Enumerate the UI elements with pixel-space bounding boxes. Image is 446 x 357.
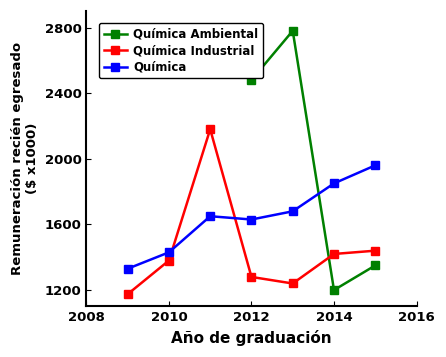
Química Ambiental bbox=[290, 29, 295, 33]
Line: Química: Química bbox=[124, 161, 380, 273]
Química bbox=[207, 214, 213, 218]
Legend: Química Ambiental, Química Industrial, Química: Química Ambiental, Química Industrial, Q… bbox=[99, 23, 263, 79]
Química bbox=[249, 217, 254, 222]
Química Industrial bbox=[290, 281, 295, 286]
Química bbox=[372, 163, 378, 167]
Química Ambiental bbox=[331, 288, 337, 292]
Química Industrial bbox=[249, 275, 254, 279]
X-axis label: Año de graduación: Año de graduación bbox=[171, 330, 332, 346]
Química Industrial bbox=[207, 127, 213, 131]
Line: Química Industrial: Química Industrial bbox=[124, 125, 380, 298]
Química Industrial bbox=[166, 258, 172, 263]
Line: Química Ambiental: Química Ambiental bbox=[247, 27, 380, 294]
Química Ambiental bbox=[372, 263, 378, 268]
Química bbox=[290, 209, 295, 213]
Química bbox=[331, 181, 337, 186]
Química Industrial bbox=[372, 248, 378, 253]
Química bbox=[125, 267, 130, 271]
Y-axis label: Remuneración recién egresado
($ x1000): Remuneración recién egresado ($ x1000) bbox=[11, 42, 39, 275]
Química bbox=[166, 250, 172, 255]
Química Industrial bbox=[125, 292, 130, 296]
Química Industrial bbox=[331, 252, 337, 256]
Química Ambiental bbox=[249, 78, 254, 82]
